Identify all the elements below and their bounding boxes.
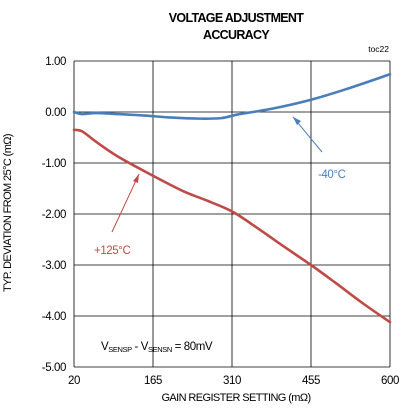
y-tick-label: 1.00	[45, 56, 66, 68]
y-axis-label: TYP. DEVIATION FROM 25°C (mΩ)	[2, 134, 14, 292]
y-tick-label: -5.00	[42, 362, 66, 374]
annotation-value: = 80mV	[172, 341, 213, 353]
x-tick-label: 455	[302, 375, 320, 387]
chart-title-line1: VOLTAGE ADJUSTMENT	[169, 11, 304, 25]
annotation-sensn-sub: SENSN	[148, 345, 172, 354]
y-tick-label: -2.00	[42, 209, 66, 221]
chart-title-line2: ACCURACY	[203, 28, 270, 42]
series-label-plus125: +125°C	[94, 245, 131, 257]
minus40-arrow-head	[293, 117, 301, 125]
plus125-arrow-line	[111, 173, 140, 233]
x-axis-label: GAIN REGISTER SETTING (mΩ)	[161, 392, 310, 404]
y-tick-label: 0.00	[45, 107, 66, 119]
plus125-arrow-head	[133, 174, 139, 183]
y-tick-label: -4.00	[42, 311, 66, 323]
condition-annotation: VSENSP - VSENSN = 80mV	[101, 341, 213, 354]
y-tick-label: -3.00	[42, 260, 66, 272]
annotation-dash: - V	[132, 341, 149, 353]
y-tick-label: -1.00	[42, 158, 66, 170]
x-tick-label: 310	[223, 375, 241, 387]
x-tick-label: 600	[381, 375, 399, 387]
series-line-0	[72, 72, 392, 120]
figure-id: toc22	[368, 44, 389, 54]
annotation-v1: V	[101, 341, 109, 353]
annotation-sensp-sub: SENSP	[108, 345, 132, 354]
series-line-1	[72, 128, 392, 324]
x-tick-label: 165	[144, 375, 162, 387]
series-layer	[72, 72, 392, 324]
x-tick-label: 20	[68, 375, 80, 387]
series-label-minus40: -40°C	[318, 169, 346, 181]
grid	[73, 60, 391, 368]
